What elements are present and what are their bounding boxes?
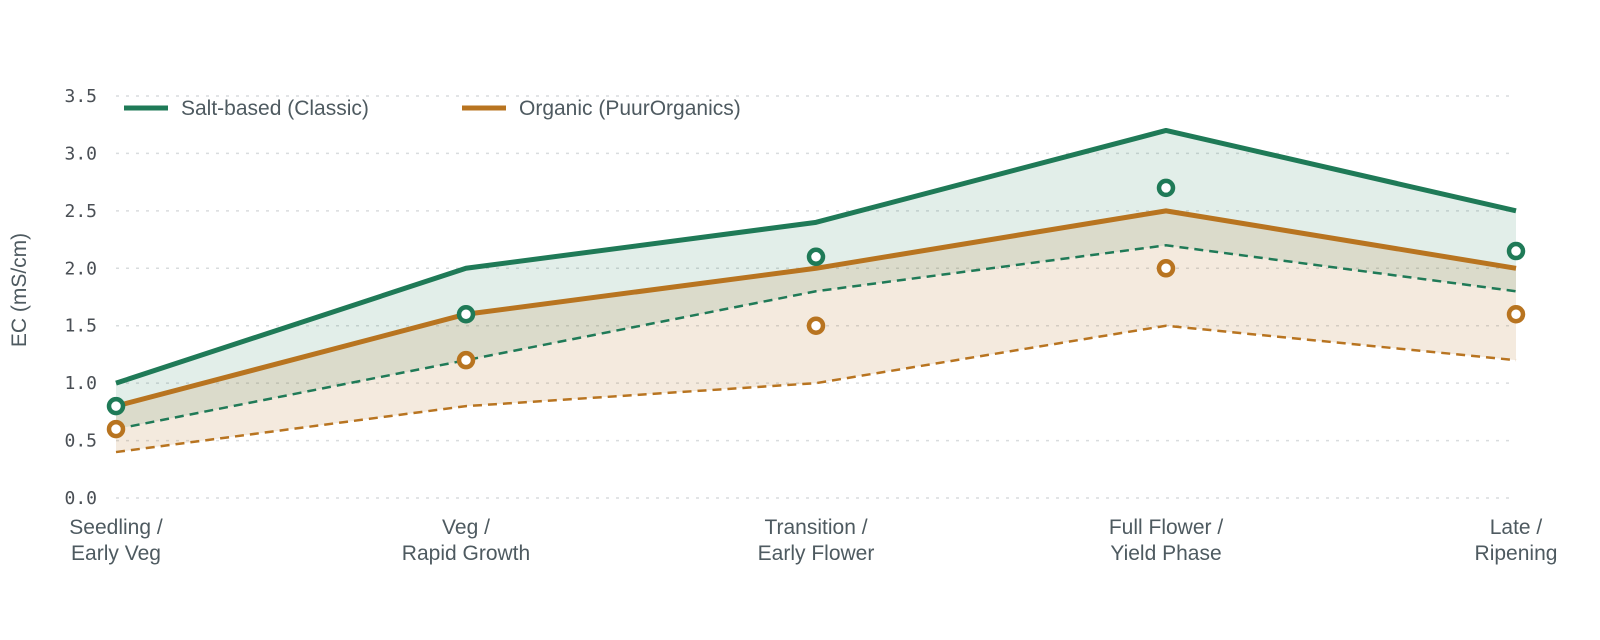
legend-label: Organic (PuurOrganics) <box>519 97 741 120</box>
x-category-label: Full Flower / <box>1109 516 1224 539</box>
x-category-label: Veg / <box>442 516 490 539</box>
max-line-salt <box>115 127 1517 386</box>
x-category-label: Late / <box>1490 516 1543 539</box>
x-category-label: Ripening <box>1475 542 1558 565</box>
y-tick-label: 3.0 <box>64 143 97 164</box>
target-point-salt <box>1156 178 1176 198</box>
legend-label: Salt-based (Classic) <box>181 97 369 120</box>
target-point-salt <box>106 396 126 416</box>
series-lines <box>115 127 1517 454</box>
target-point-salt <box>1506 241 1526 261</box>
y-tick-label: 2.0 <box>64 258 97 279</box>
y-tick-label: 3.5 <box>64 86 97 107</box>
target-point-organic <box>1156 259 1176 278</box>
target-point-salt <box>456 304 476 324</box>
x-category-label: Early Flower <box>758 542 875 565</box>
x-category-label: Seedling / <box>69 516 163 539</box>
y-tick-label: 1.5 <box>64 316 97 337</box>
target-point-salt <box>806 247 826 267</box>
target-point-organic <box>106 419 126 439</box>
legend: Salt-based (Classic) Organic (PuurOrganic… <box>124 97 741 120</box>
target-points <box>106 178 1526 439</box>
x-category-label: Rapid Growth <box>402 542 530 565</box>
target-point-organic <box>1506 304 1526 324</box>
x-axis-labels: Seedling / Early Veg Veg / Rapid Growth Tran… <box>69 516 1557 565</box>
x-category-label: Early Veg <box>71 542 161 565</box>
y-tick-label: 2.5 <box>64 201 97 222</box>
x-category-label: Transition / <box>764 516 867 539</box>
y-axis-title: EC (mS/cm) <box>8 233 31 347</box>
target-point-organic <box>806 316 826 335</box>
y-tick-label: 0.5 <box>64 431 97 452</box>
max-line-organic <box>115 208 1517 409</box>
y-axis-ticks: 0.0 0.5 1.0 1.5 2.0 2.5 3.0 3.5 <box>64 86 97 509</box>
min-line-salt <box>115 244 1517 431</box>
target-point-organic <box>456 350 476 370</box>
min-line-organic <box>115 324 1517 454</box>
y-tick-label: 0.0 <box>64 488 97 509</box>
x-category-label: Yield Phase <box>1110 542 1221 565</box>
y-tick-label: 1.0 <box>64 373 97 394</box>
